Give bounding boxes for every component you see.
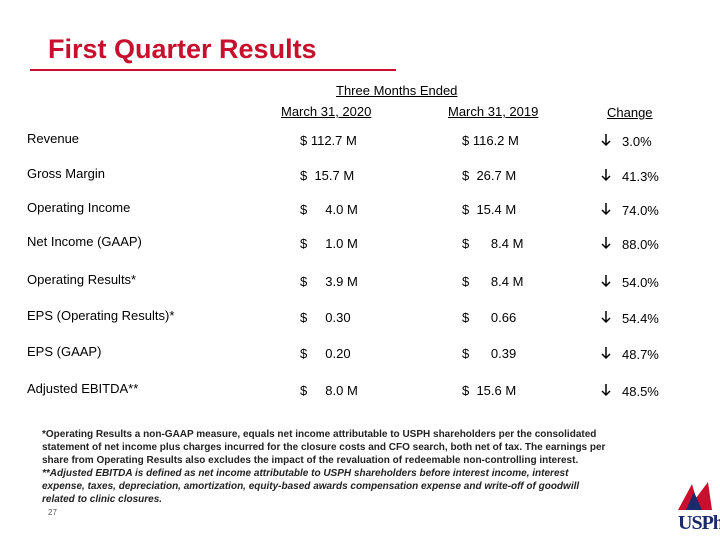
footnote-line: expense, taxes, depreciation, amortizati… [42, 481, 580, 492]
cell-current: $ 112.7 M [300, 133, 357, 148]
column-header: March 31, 2019 [448, 104, 539, 119]
cell-current: $ 8.0 M [300, 383, 358, 398]
cell-prior: $ 116.2 M [462, 133, 519, 148]
cell-change: 3.0% [622, 134, 652, 149]
down-arrow [601, 311, 611, 324]
cell-change: 54.4% [622, 311, 659, 326]
cell-change: 74.0% [622, 203, 659, 218]
page-number: 27 [48, 508, 57, 517]
row-label: EPS (GAAP) [27, 344, 102, 359]
cell-current: $ 4.0 M [300, 202, 358, 217]
row-label: Revenue [27, 131, 80, 146]
cell-change: 41.3% [622, 169, 659, 184]
cell-change: 54.0% [622, 275, 659, 290]
logo-mark [678, 482, 712, 510]
column-header: March 31, 2020 [281, 104, 372, 119]
down-arrow [601, 134, 611, 147]
down-arrow [601, 203, 611, 216]
down-arrow [601, 275, 611, 288]
cell-change: 48.7% [622, 347, 659, 362]
footnote-line: *Operating Results a non-GAAP measure, e… [42, 429, 597, 440]
down-arrow [601, 384, 611, 397]
cell-prior: $ 0.39 [462, 346, 517, 361]
footnote-line: share from Operating Results also exclud… [42, 455, 579, 466]
down-arrow [601, 169, 611, 182]
cell-current: $ 3.9 M [300, 274, 358, 289]
slide-title: First Quarter Results [48, 34, 317, 64]
cell-prior: $ 0.66 [462, 310, 517, 325]
footnotes: *Operating Results a non-GAAP measure, e… [42, 428, 672, 506]
row-label: Adjusted EBITDA** [27, 381, 139, 396]
row-label: EPS (Operating Results)* [27, 308, 175, 323]
group-header: Three Months Ended [336, 83, 458, 98]
cell-current: $ 15.7 M [300, 168, 355, 183]
cell-current: $ 0.30 [300, 310, 351, 325]
row-label: Net Income (GAAP) [27, 234, 142, 249]
row-label: Gross Margin [27, 166, 106, 181]
cell-prior: $ 15.6 M [462, 383, 517, 398]
cell-prior: $ 8.4 M [462, 236, 524, 251]
cell-current: $ 0.20 [300, 346, 351, 361]
cell-current: $ 1.0 M [300, 236, 358, 251]
title-rule [30, 69, 396, 71]
column-header: Change [607, 105, 653, 120]
row-label: Operating Results* [27, 272, 137, 287]
row-label: Operating Income [27, 200, 131, 215]
cell-change: 48.5% [622, 384, 659, 399]
footnote-line: statement of net income plus charges inc… [42, 442, 606, 453]
cell-prior: $ 15.4 M [462, 202, 517, 217]
down-arrow [601, 237, 611, 250]
cell-prior: $ 8.4 M [462, 274, 524, 289]
logo-text: USPh [678, 512, 720, 534]
footnote-line: related to clinic closures. [42, 494, 163, 505]
cell-prior: $ 26.7 M [462, 168, 517, 183]
cell-change: 88.0% [622, 237, 659, 252]
footnote-line: **Adjusted EBITDA is defined as net inco… [42, 468, 569, 479]
down-arrow [601, 347, 611, 360]
